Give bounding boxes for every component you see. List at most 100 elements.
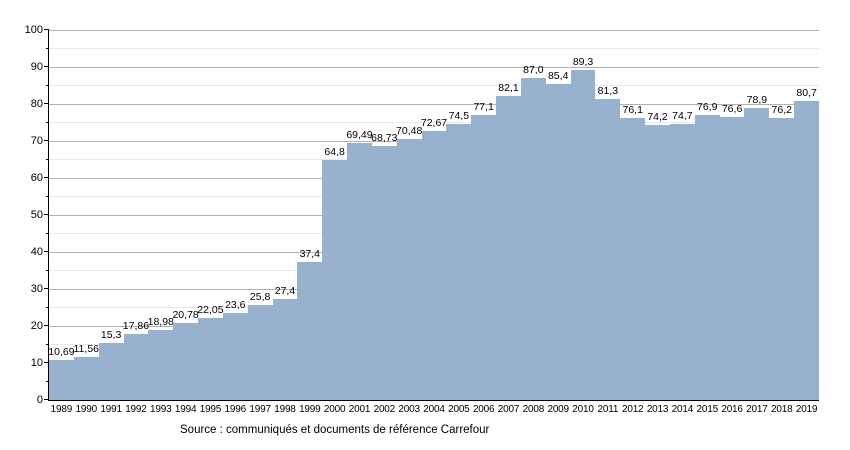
x-tick-label: 2006 [472, 404, 495, 415]
x-tick-label: 1989 [50, 404, 73, 415]
minor-gridline [49, 121, 819, 123]
bar-value-label: 80,7 [796, 87, 817, 100]
bar-value-label: 20,78 [172, 309, 199, 322]
x-tick-label: 2001 [348, 404, 371, 415]
y-axis-minor-tick [46, 343, 49, 345]
bar-value-label: 74,7 [672, 109, 693, 122]
x-tick-label: 2019 [795, 404, 818, 415]
bar-value-label: 69,49 [346, 128, 373, 141]
bar-value-label: 74,5 [448, 110, 470, 123]
bar-value-label: 27,4 [274, 284, 296, 297]
x-tick-label: 2004 [423, 404, 445, 415]
bar [595, 99, 620, 400]
bar [571, 69, 595, 400]
y-tick-label: 50 [30, 209, 43, 221]
x-tick-label: 2018 [771, 404, 793, 415]
bar [322, 160, 347, 400]
x-tick-label: 2014 [671, 404, 694, 415]
bar [794, 101, 819, 400]
x-tick-label: 2002 [373, 404, 396, 415]
y-tick-label: 100 [24, 24, 43, 36]
bar-value-label: 78,9 [746, 94, 768, 107]
bar [372, 145, 397, 400]
bar [744, 108, 769, 400]
x-tick-label: 2016 [721, 404, 743, 415]
x-tick-label: 1999 [299, 404, 321, 415]
bar [49, 360, 74, 400]
y-tick-label: 60 [30, 172, 43, 184]
bar [670, 123, 695, 400]
y-tick-label: 30 [30, 283, 43, 295]
x-tick-label: 1994 [174, 404, 197, 415]
bar [124, 333, 148, 400]
bar-value-label: 15,3 [100, 329, 122, 342]
y-tick-label: 20 [30, 320, 43, 332]
bar [645, 125, 670, 400]
y-axis-major-tick [44, 29, 49, 30]
bar-value-label: 10,69 [48, 346, 75, 359]
x-tick-label: 2000 [323, 404, 346, 415]
bar-value-label: 82,1 [498, 82, 519, 95]
x-tick-label: 1991 [100, 404, 122, 415]
bar-value-label: 76,2 [771, 104, 792, 117]
y-tick-label: 40 [30, 246, 43, 258]
bar-value-label: 77,1 [473, 100, 494, 113]
y-axis-major-tick [44, 399, 49, 400]
bar-value-label: 68,73 [371, 131, 398, 144]
major-gridline [49, 30, 819, 31]
bar-value-label: 89,3 [572, 55, 594, 68]
x-tick-label: 2008 [522, 404, 545, 415]
x-tick-label: 1997 [249, 404, 271, 415]
bar [297, 261, 322, 400]
bar-value-label: 22,05 [197, 304, 224, 317]
x-tick-label: 2013 [646, 404, 669, 415]
y-axis-major-tick [44, 288, 49, 289]
x-tick-label: 1990 [75, 404, 98, 415]
bar-value-label: 64,8 [324, 146, 345, 159]
bar-value-label: 76,1 [622, 104, 643, 117]
y-axis-major-tick [44, 325, 49, 326]
bar-value-label: 23,6 [225, 298, 246, 311]
bar [496, 96, 521, 400]
bar [695, 115, 720, 400]
bar-value-label: 74,2 [647, 111, 668, 124]
y-axis-major-tick [44, 140, 49, 141]
bar-value-label: 87,0 [523, 64, 544, 77]
x-tick-label: 1993 [150, 404, 172, 415]
minor-gridline [49, 47, 819, 49]
x-tick-label: 2017 [746, 404, 768, 415]
bar [223, 312, 248, 400]
x-tick-label: 2009 [547, 404, 569, 415]
y-axis-minor-tick [46, 380, 49, 382]
bar-value-label: 85,4 [547, 70, 569, 83]
bar [446, 124, 471, 400]
bar [422, 131, 446, 400]
bar [397, 139, 422, 400]
bar [198, 318, 223, 400]
y-axis-minor-tick [46, 158, 49, 160]
y-axis-minor-tick [46, 84, 49, 86]
bar-value-label: 76,6 [721, 102, 743, 115]
minor-gridline [49, 84, 819, 86]
x-tick-label: 2011 [597, 404, 619, 415]
bar-value-label: 81,3 [597, 85, 619, 98]
bar [471, 114, 496, 400]
bar [769, 118, 794, 400]
bar [347, 142, 372, 400]
y-axis-major-tick [44, 214, 49, 215]
plot-area: 0 10 20 30 40 50 60 70 80 90 100 10,69 1989 11,56 1990… [25, 24, 819, 415]
y-axis-major-tick [44, 103, 49, 104]
y-axis-major-tick [44, 251, 49, 252]
y-axis-minor-tick [46, 306, 49, 308]
y-tick-label: 80 [30, 98, 43, 110]
bar-value-label: 25,8 [249, 290, 271, 303]
y-axis-major-tick [44, 66, 49, 67]
y-axis-minor-tick [46, 121, 49, 123]
x-tick-label: 1996 [224, 404, 247, 415]
y-axis-minor-tick [46, 47, 49, 49]
x-tick-label: 2012 [621, 404, 644, 415]
y-axis-major-tick [44, 362, 49, 363]
y-axis-major-tick [44, 177, 49, 178]
y-tick-label: 0 [36, 394, 43, 406]
